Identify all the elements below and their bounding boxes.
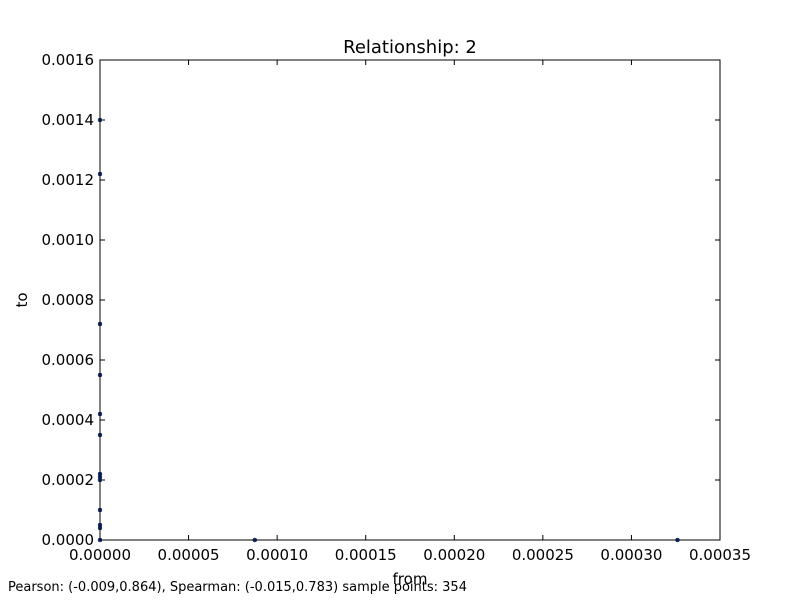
y-axis-label: to bbox=[13, 292, 31, 307]
y-tick-label: 0.0010 bbox=[42, 231, 95, 249]
x-tick-label: 0.00020 bbox=[423, 546, 485, 564]
x-tick-label: 0.00035 bbox=[689, 546, 751, 564]
y-tick-label: 0.0016 bbox=[42, 51, 95, 69]
y-axis-ticks: 0.0000 0.0002 0.0004 0.0006 0.0008 0.0010 0.00… bbox=[42, 51, 720, 549]
x-axis-label: from bbox=[393, 570, 428, 588]
y-tick-label: 0.0008 bbox=[42, 291, 95, 309]
x-tick-label: 0.00015 bbox=[335, 546, 397, 564]
x-tick-label: 0.00005 bbox=[158, 546, 220, 564]
plot-frame bbox=[99, 59, 721, 541]
y-tick-label: 0.0000 bbox=[42, 531, 95, 549]
y-tick-label: 0.0014 bbox=[42, 111, 95, 129]
x-tick-label: 0.00000 bbox=[69, 546, 131, 564]
y-tick-label: 0.0004 bbox=[42, 411, 95, 429]
y-tick-label: 0.0002 bbox=[42, 471, 95, 489]
x-tick-label: 0.00025 bbox=[512, 546, 574, 564]
x-tick-label: 0.00030 bbox=[600, 546, 662, 564]
chart-title: Relationship: 2 bbox=[343, 37, 477, 58]
x-tick-label: 0.00010 bbox=[246, 546, 308, 564]
data-points bbox=[97, 117, 680, 543]
y-tick-label: 0.0012 bbox=[42, 171, 95, 189]
x-axis-ticks: 0.00000 0.00005 0.00010 0.00015 0.00020 0.000… bbox=[69, 60, 751, 564]
y-tick-label: 0.0006 bbox=[42, 351, 95, 369]
statistics-footer: Pearson: (-0.009,0.864), Spearman: (-0.0… bbox=[8, 580, 467, 595]
